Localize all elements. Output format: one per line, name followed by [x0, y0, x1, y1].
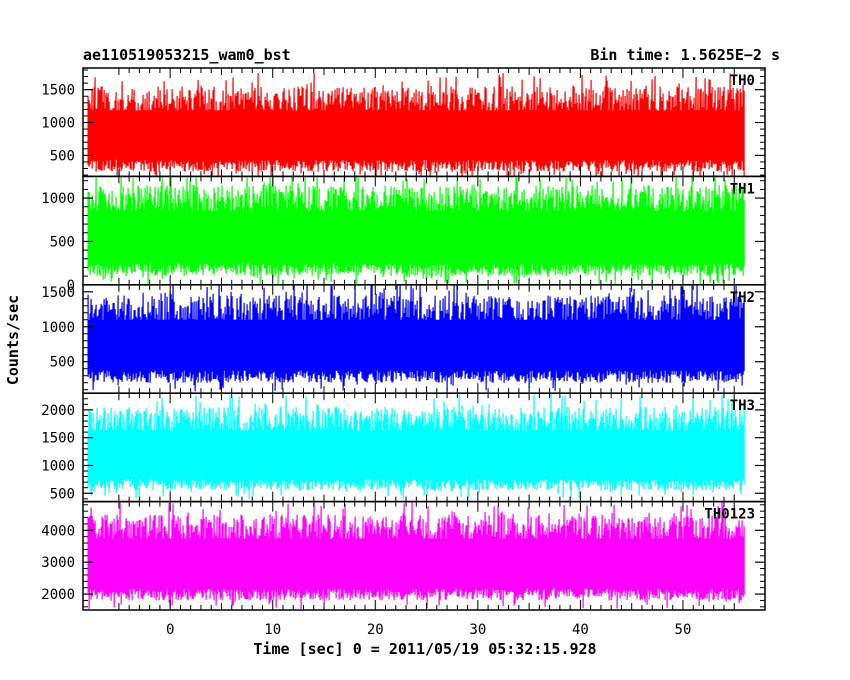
series-th0-band [88, 110, 745, 159]
bin-time-label: Bin time: 1.5625E−2 s [590, 46, 780, 64]
y-tick-label-th1-500: 500 [50, 234, 75, 250]
y-tick-label-th3-1000: 1000 [41, 458, 75, 474]
x-axis-title: Time [sec] 0 = 2011/05/19 05:32:15.928 [253, 640, 596, 658]
chart-title: ae110519053215_wam0_bst [83, 46, 291, 64]
y-tick-label-th0-1000: 1000 [41, 116, 75, 132]
panel-th1: 0 500 1000 TH1 [41, 175, 766, 294]
y-tick-label-th0123-2000: 2000 [41, 587, 75, 603]
panel-label-th0: TH0 [730, 73, 755, 89]
series-th3-band [88, 430, 745, 478]
x-tick-label-50: 50 [675, 622, 692, 638]
panel-th3: 500 1000 1500 2000 TH3 [41, 392, 766, 503]
y-tick-label-th3-1500: 1500 [41, 431, 75, 447]
y-axis-title: Counts/sec [4, 295, 22, 385]
y-tick-label-th0123-3000: 3000 [41, 555, 75, 571]
x-tick-label-30: 30 [469, 622, 486, 638]
panel-label-th1: TH1 [730, 181, 755, 197]
y-tick-label-th2-1000: 1000 [41, 320, 75, 336]
y-tick-label-th0-500: 500 [50, 148, 75, 164]
panel-label-th0123: TH0123 [704, 507, 755, 523]
panel-th0: 500 1000 1500 TH0 [41, 67, 766, 178]
x-tick-label-40: 40 [572, 622, 589, 638]
x-tick-label-20: 20 [367, 622, 384, 638]
y-tick-label-th1-1000: 1000 [41, 191, 75, 207]
y-tick-label-th0-1500: 1500 [41, 83, 75, 99]
y-tick-label-th1-0: 0 [67, 278, 75, 294]
y-tick-label-th2-500: 500 [50, 355, 75, 371]
series-th2-band [88, 319, 745, 369]
panel-label-th2: TH2 [730, 290, 755, 306]
x-axis-tick-labels: 0 10 20 30 40 50 [166, 622, 691, 638]
panel-th0123: 2000 3000 4000 TH0123 [41, 500, 766, 611]
x-tick-label-10: 10 [264, 622, 281, 638]
y-tick-label-th3-2000: 2000 [41, 403, 75, 419]
x-tick-label-0: 0 [166, 622, 174, 638]
series-th1-band [88, 210, 745, 262]
y-tick-label-th3-500: 500 [50, 486, 75, 502]
series-th0123-band [88, 538, 745, 587]
panel-th2: 500 1000 1500 TH2 [41, 284, 766, 394]
y-tick-label-th0123-4000: 4000 [41, 523, 75, 539]
panel-label-th3: TH3 [730, 398, 755, 414]
y-tick-label-th2-1500: 1500 [41, 285, 75, 301]
